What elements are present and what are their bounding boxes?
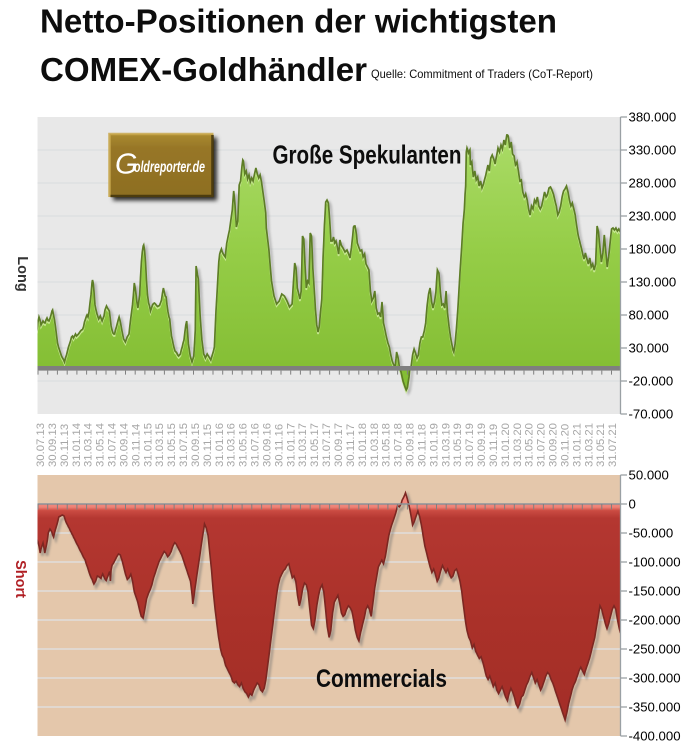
svg-text:31.01.14: 31.01.14 [71,423,83,467]
svg-text:COMEX-Goldhändler: COMEX-Goldhändler [40,51,367,88]
svg-text:31.01.15: 31.01.15 [142,423,154,467]
svg-text:31.03.20: 31.03.20 [512,423,524,467]
svg-text:30.11.18: 30.11.18 [416,424,428,467]
svg-text:Netto-Positionen der wichtigst: Netto-Positionen der wichtigsten [40,3,557,40]
svg-text:30.07.13: 30.07.13 [35,423,47,467]
svg-text:30.11.15: 30.11.15 [202,424,214,467]
svg-text:31.03.14: 31.03.14 [83,423,95,467]
svg-text:50.000: 50.000 [629,468,669,483]
svg-text:-20.000: -20.000 [629,374,674,389]
svg-text:31.03.17: 31.03.17 [297,423,309,467]
svg-text:-200.000: -200.000 [629,613,681,628]
svg-text:31.07.18: 31.07.18 [393,423,405,467]
svg-text:80.000: 80.000 [629,308,669,323]
svg-text:oldreporter.de: oldreporter.de [134,159,205,176]
svg-text:-70.000: -70.000 [629,407,674,422]
svg-text:30.09.15: 30.09.15 [190,423,202,467]
svg-text:31.03.16: 31.03.16 [226,423,238,467]
svg-text:Commercials: Commercials [316,665,447,693]
svg-text:30.09.19: 30.09.19 [476,423,488,467]
svg-text:Große Spekulanten: Große Spekulanten [273,140,462,170]
svg-text:-100.000: -100.000 [629,555,681,570]
svg-text:280.000: 280.000 [629,176,677,191]
svg-text:30.09.16: 30.09.16 [262,423,274,467]
svg-text:30.09.20: 30.09.20 [548,423,560,467]
svg-text:31.01.18: 31.01.18 [357,423,369,467]
svg-text:-250.000: -250.000 [629,642,681,657]
svg-text:31.03.18: 31.03.18 [369,423,381,467]
svg-text:230.000: 230.000 [629,209,677,224]
svg-text:31.01.20: 31.01.20 [500,423,512,467]
svg-text:30.11.19: 30.11.19 [488,424,500,467]
svg-text:31.05.15: 31.05.15 [166,423,178,467]
svg-text:31.05.14: 31.05.14 [95,423,107,467]
svg-text:Quelle: Commitment of Traders: Quelle: Commitment of Traders (CoT-Repor… [371,68,593,81]
svg-text:-400.000: -400.000 [629,729,681,744]
svg-text:180.000: 180.000 [629,242,677,257]
svg-text:30.11.14: 30.11.14 [130,424,142,467]
svg-text:31.03.21: 31.03.21 [583,423,595,467]
svg-text:31.07.16: 31.07.16 [250,423,262,467]
svg-text:31.03.15: 31.03.15 [154,423,166,467]
svg-text:30.11.20: 30.11.20 [560,424,572,467]
svg-text:Short: Short [12,560,28,598]
svg-text:30.11.17: 30.11.17 [345,424,357,467]
svg-text:330.000: 330.000 [629,143,677,158]
svg-text:31.03.19: 31.03.19 [440,423,452,467]
svg-text:0: 0 [629,497,636,512]
svg-text:31.05.21: 31.05.21 [595,423,607,467]
svg-text:-300.000: -300.000 [629,671,681,686]
svg-text:31.07.20: 31.07.20 [536,423,548,467]
svg-text:-50.000: -50.000 [629,526,674,541]
svg-text:30.11.13: 30.11.13 [59,424,71,467]
svg-text:31.01.17: 31.01.17 [285,423,297,467]
svg-text:30.09.18: 30.09.18 [405,423,417,467]
svg-text:31.07.14: 31.07.14 [107,423,119,467]
svg-text:-150.000: -150.000 [629,584,681,599]
svg-text:130.000: 130.000 [629,275,677,290]
svg-text:30.09.13: 30.09.13 [47,423,59,467]
svg-text:31.07.15: 31.07.15 [178,423,190,467]
svg-text:380.000: 380.000 [629,110,677,125]
svg-text:31.05.20: 31.05.20 [524,423,536,467]
svg-text:31.05.18: 31.05.18 [381,423,393,467]
svg-text:-350.000: -350.000 [629,700,681,715]
svg-text:31.07.19: 31.07.19 [464,423,476,467]
svg-text:30.11.16: 30.11.16 [273,424,285,467]
svg-text:Long: Long [14,256,30,291]
svg-text:31.01.19: 31.01.19 [428,423,440,467]
svg-text:31.01.16: 31.01.16 [214,423,226,467]
svg-text:30.09.14: 30.09.14 [118,423,130,467]
svg-text:30.000: 30.000 [629,341,669,356]
svg-text:30.09.17: 30.09.17 [333,423,345,467]
svg-text:31.05.19: 31.05.19 [452,423,464,467]
svg-text:31.01.21: 31.01.21 [571,423,583,467]
svg-text:31.07.21: 31.07.21 [607,423,619,467]
svg-text:31.05.16: 31.05.16 [238,423,250,467]
svg-text:31.05.17: 31.05.17 [309,423,321,467]
svg-text:G: G [115,149,138,181]
svg-text:31.07.17: 31.07.17 [321,423,333,467]
